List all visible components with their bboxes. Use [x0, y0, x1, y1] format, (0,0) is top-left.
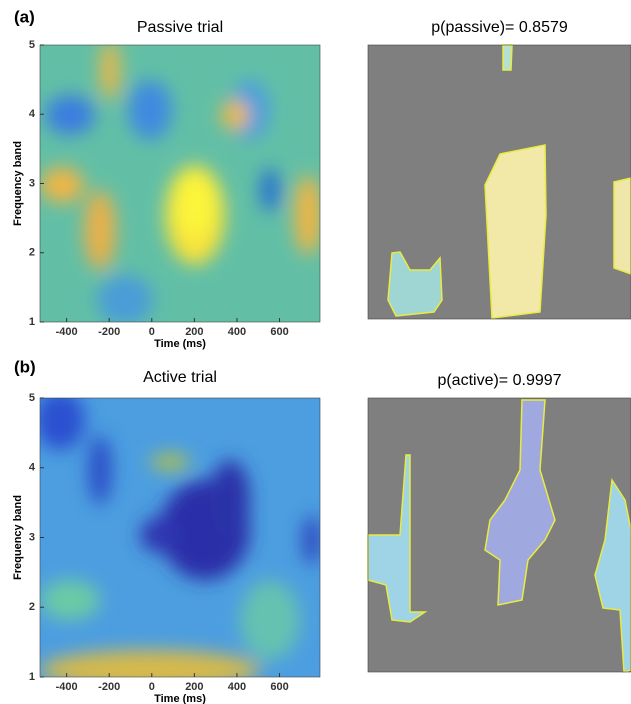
y-tick-label: 3 [29, 531, 35, 543]
y-tick-label: 3 [29, 177, 35, 189]
panel-title: Active trial [143, 369, 217, 386]
y-tick-label: 1 [29, 316, 35, 328]
x-tick-label: -200 [98, 681, 120, 693]
y-axis-label: Frequency band [12, 141, 24, 226]
panel-title: p(active)= 0.9997 [437, 372, 561, 389]
panel-label: (a) [14, 7, 35, 26]
y-tick-label: 5 [29, 392, 35, 404]
y-tick-label: 5 [29, 39, 35, 51]
x-tick-label: 0 [149, 326, 155, 338]
x-tick-label: -400 [56, 326, 78, 338]
x-axis-label: Time (ms) [154, 693, 206, 704]
y-axis-label: Frequency band [12, 495, 24, 580]
x-tick-label: -200 [98, 326, 120, 338]
heatmap-image [40, 40, 322, 325]
heatmap-image [35, 390, 322, 690]
y-tick-label: 2 [29, 601, 35, 613]
y-tick-label: 4 [29, 108, 36, 120]
x-tick-label: -400 [56, 681, 78, 693]
x-tick-label: 400 [228, 326, 246, 338]
figure: Passive trial (a) -400 -200 0 200 400 600 1 2 3 4 5 T… [0, 0, 631, 704]
y-tick-label: 2 [29, 247, 35, 259]
y-tick-label: 4 [29, 462, 36, 474]
panel-label: (b) [14, 357, 36, 376]
x-tick-label: 400 [228, 681, 246, 693]
x-axis-label: Time (ms) [154, 338, 206, 350]
y-tick-label: 1 [29, 671, 35, 683]
x-tick-label: 600 [270, 326, 288, 338]
x-tick-label: 200 [185, 326, 203, 338]
panel-title: Passive trial [137, 19, 223, 36]
x-tick-label: 0 [149, 681, 155, 693]
x-tick-label: 200 [185, 681, 203, 693]
panel-title: p(passive)= 0.8579 [431, 19, 568, 36]
x-tick-label: 600 [270, 681, 288, 693]
